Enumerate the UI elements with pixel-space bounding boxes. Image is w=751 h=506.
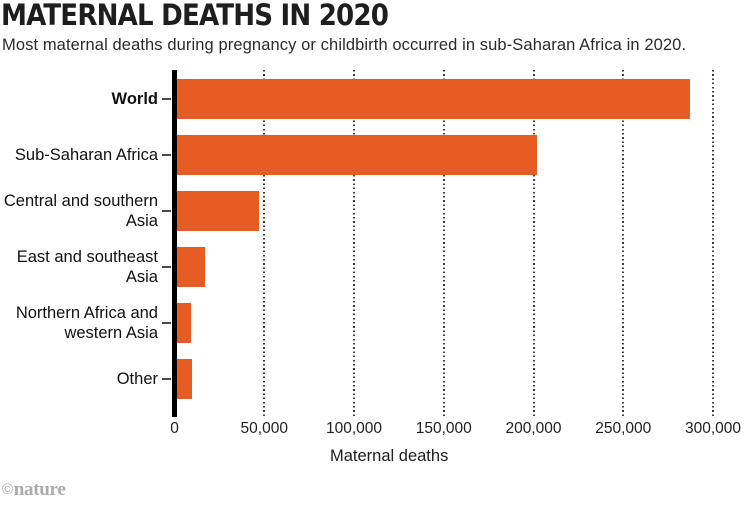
y-tick	[162, 154, 171, 156]
y-axis-line	[172, 70, 177, 417]
gridline-50000	[263, 70, 266, 417]
gridline-300000	[712, 70, 714, 417]
category-label-world: World	[111, 90, 158, 108]
y-tick	[162, 378, 171, 380]
gridline-250000	[622, 70, 625, 417]
bar-east-and-southeast-asia	[177, 247, 205, 287]
category-label-east-and-southeast-asia: East and southeast Asia	[16, 248, 158, 286]
bar-central-and-southern-asia	[177, 191, 259, 231]
x-axis-title: Maternal deaths	[330, 447, 449, 465]
chart-title: MATERNAL DEATHS IN 2020	[1, 0, 389, 32]
nature-logo: ©nature	[2, 479, 66, 501]
gridline-100000	[353, 70, 355, 417]
chart-subtitle: Most maternal deaths during pregnancy or…	[2, 36, 687, 54]
y-tick	[162, 210, 171, 212]
y-tick	[162, 98, 171, 100]
bar-sub-saharan-africa	[177, 135, 537, 175]
gridline-150000	[442, 70, 445, 417]
gridline-200000	[532, 70, 535, 417]
x-tick-label-200000: 200,000	[505, 420, 562, 437]
y-tick	[162, 266, 171, 268]
category-label-sub-saharan-africa: Sub-Saharan Africa	[14, 146, 158, 164]
x-tick-label-50000: 50,000	[240, 420, 288, 437]
x-tick-label-150000: 150,000	[415, 420, 472, 437]
brand-name: nature	[13, 479, 66, 500]
copyright-symbol: ©	[2, 481, 13, 498]
bar-other	[177, 359, 192, 399]
x-tick-label-0: 0	[170, 420, 179, 437]
bar-world	[177, 79, 690, 119]
category-label-other: Other	[116, 370, 158, 388]
y-tick	[162, 322, 171, 324]
x-tick-label-250000: 250,000	[595, 420, 652, 437]
bar-northern-africa-and-western-asia	[177, 303, 191, 343]
category-label-northern-africa-and-western-asia: Northern Africa and western Asia	[15, 304, 158, 342]
category-label-central-and-southern-asia: Central and southern Asia	[3, 192, 158, 230]
x-tick-label-300000: 300,000	[684, 420, 742, 437]
x-tick-label-100000: 100,000	[325, 420, 383, 437]
